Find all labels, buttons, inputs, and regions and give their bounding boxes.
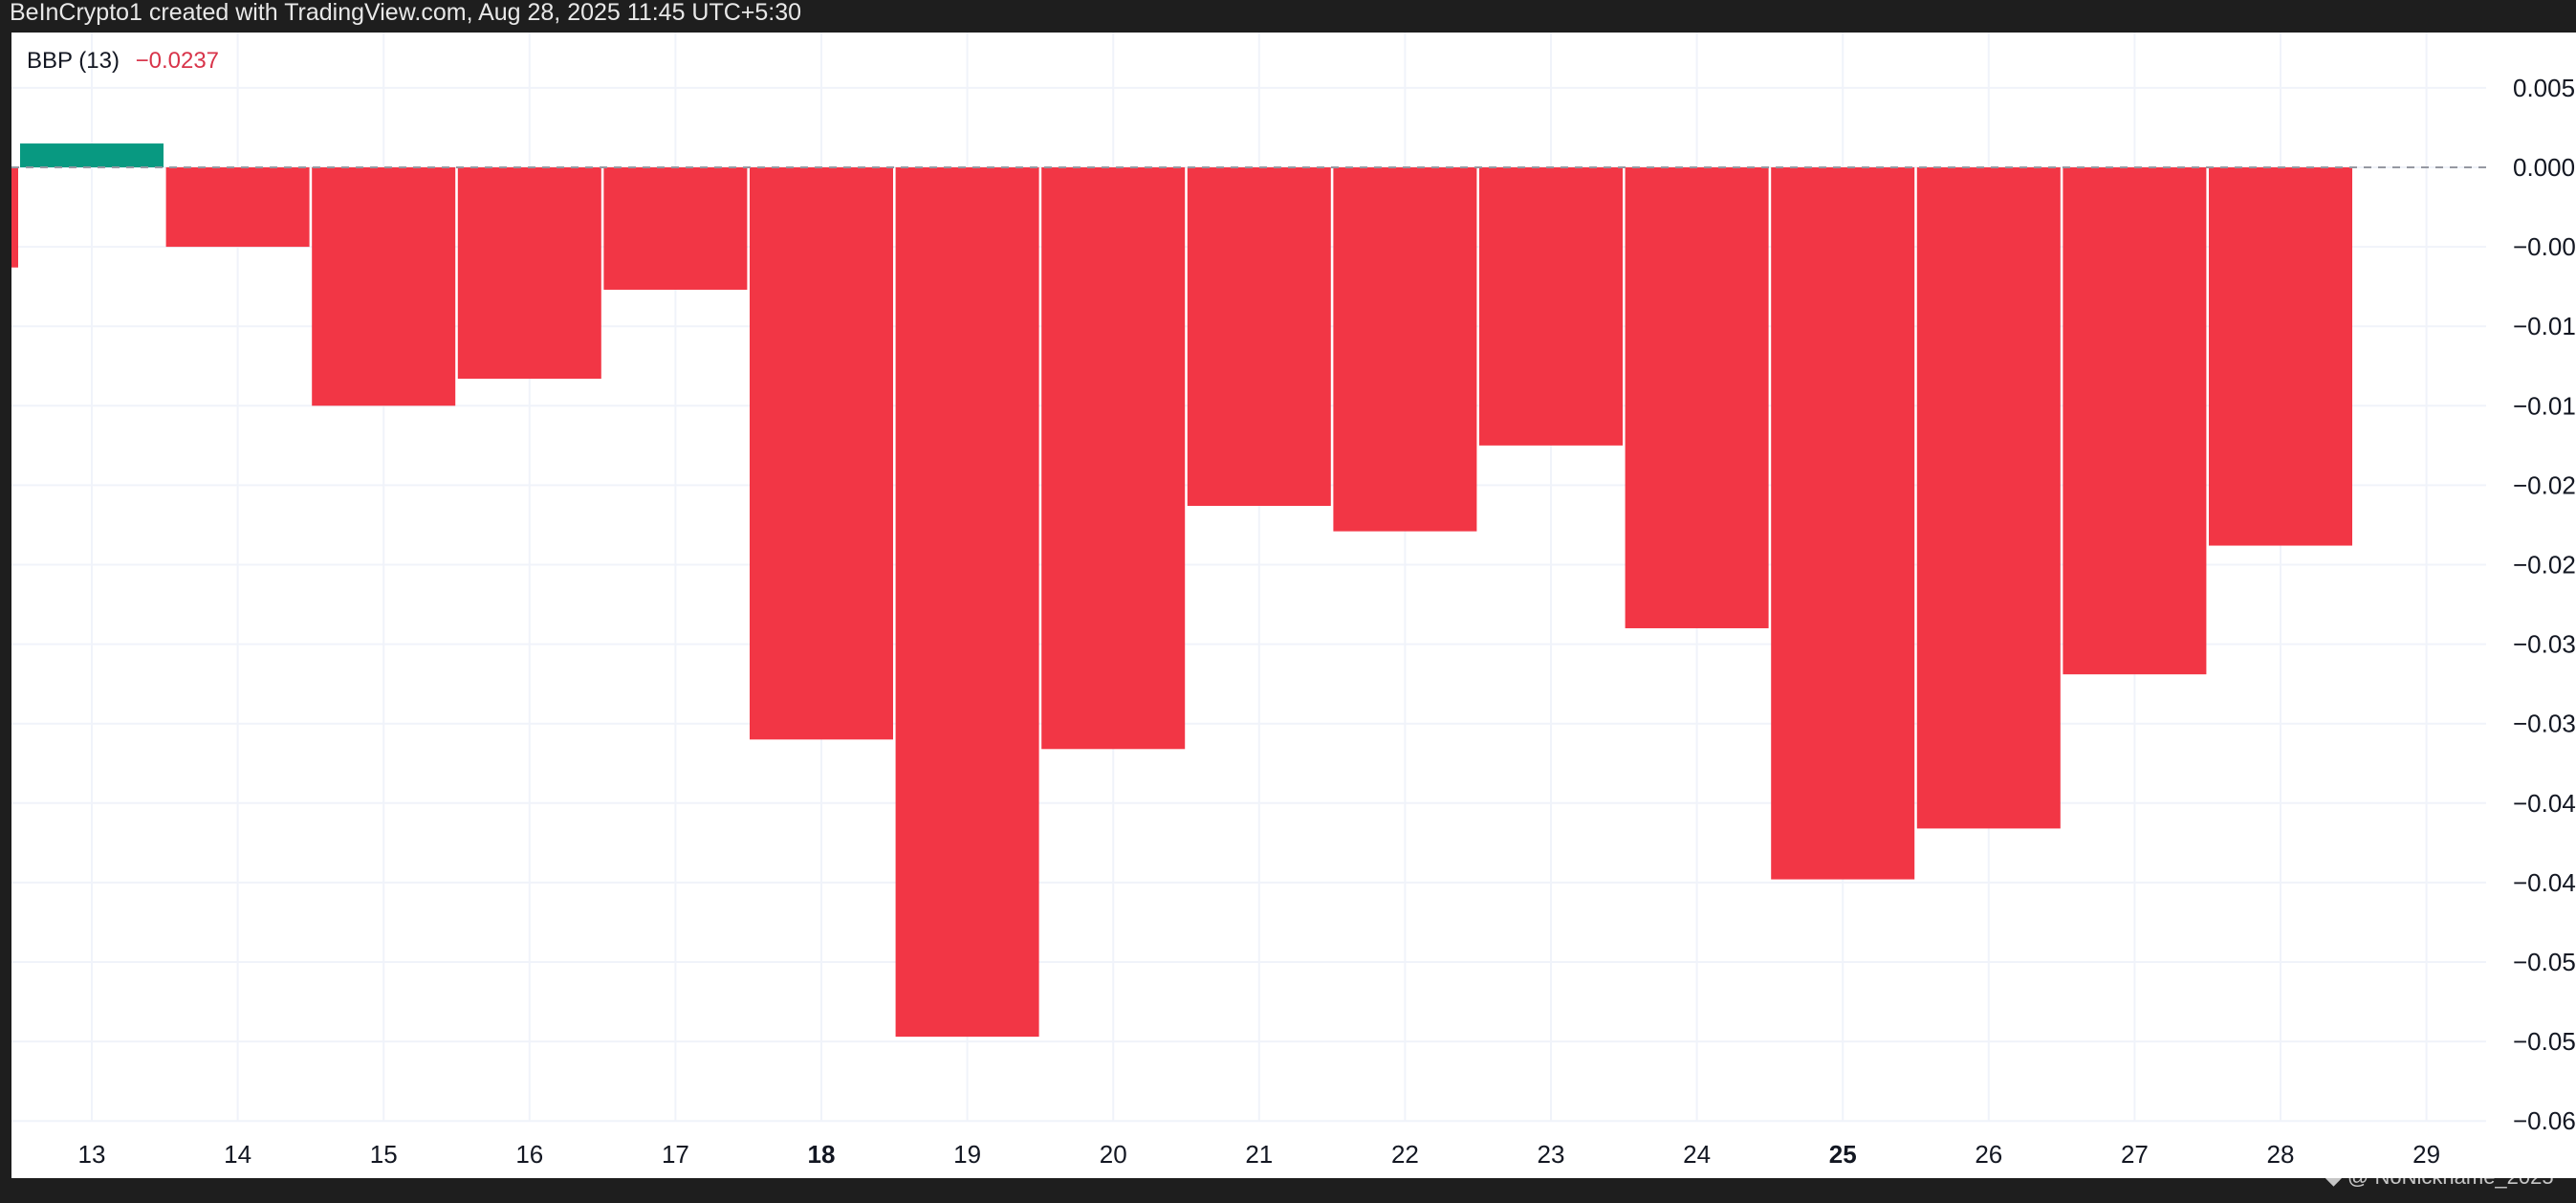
tradingview-logo-icon: ◆ [2325, 1165, 2342, 1189]
y-tick-label: 0.0000 [2513, 153, 2576, 182]
y-tick-label: −0.04 [2513, 868, 2576, 897]
y-tick-label: −0.030 [2513, 630, 2576, 659]
bar-20 [1041, 167, 1186, 750]
bar-23 [1479, 167, 1623, 446]
bar-14 [165, 167, 310, 248]
bar-13 [20, 143, 164, 167]
x-tick-label: 24 [1683, 1140, 1711, 1169]
bar-17 [603, 167, 748, 290]
indicator-name: BBP (13) [27, 48, 120, 74]
x-tick-label: 28 [2267, 1140, 2295, 1169]
bottom-bar [0, 1178, 2576, 1203]
histogram-bars [11, 143, 2352, 1038]
x-tick-label: 17 [662, 1140, 689, 1169]
x-tick-label: 13 [78, 1140, 106, 1169]
x-axis-labels: 13 14 15 16 17 18 19 20 21 22 23 24 25 26 27 28 29 [78, 1140, 2441, 1169]
x-tick-label: 20 [1100, 1140, 1127, 1169]
watermark: ◆ @ NoNickname_2025 [2325, 1165, 2554, 1190]
x-tick-label: 15 [370, 1140, 398, 1169]
x-tick-label: 26 [1975, 1140, 2002, 1169]
y-tick-label: −0.01 [2513, 391, 2576, 420]
bar-26 [1916, 167, 2061, 829]
y-tick-label: −0.00 [2513, 232, 2576, 261]
bar-19 [895, 167, 1039, 1038]
bar-24 [1625, 167, 1769, 628]
watermark-text: @ NoNickname_2025 [2347, 1165, 2554, 1189]
x-tick-label: 22 [1391, 1140, 1419, 1169]
x-tick-label: 18 [808, 1140, 836, 1169]
y-tick-label: −0.02 [2513, 551, 2576, 580]
bar-25 [1771, 167, 1915, 880]
y-tick-label: −0.040 [2513, 789, 2576, 818]
x-tick-label: 19 [953, 1140, 981, 1169]
x-tick-label: 14 [224, 1140, 251, 1169]
x-tick-label: 27 [2121, 1140, 2149, 1169]
bar-28 [2209, 167, 2352, 546]
y-tick-label: −0.05 [2513, 1027, 2576, 1056]
y-tick-label: −0.050 [2513, 948, 2576, 976]
bar-22 [1333, 167, 1477, 532]
y-tick-label: −0.03 [2513, 710, 2576, 738]
x-tick-label: 25 [1829, 1140, 1857, 1169]
bar-21 [1187, 167, 1331, 507]
bar-partial [11, 167, 18, 268]
chart-caption: BeInCrypto1 created with TradingView.com… [0, 0, 2576, 33]
x-tick-label: 29 [2412, 1140, 2440, 1169]
indicator-value: −0.0237 [135, 48, 220, 74]
y-tick-label: −0.010 [2513, 312, 2576, 340]
indicator-legend[interactable]: BBP (13) −0.0237 [27, 48, 219, 75]
x-tick-label: 21 [1245, 1140, 1273, 1169]
bar-15 [312, 167, 456, 406]
x-tick-label: 16 [515, 1140, 543, 1169]
y-tick-label: −0.020 [2513, 470, 2576, 499]
bar-27 [2063, 167, 2207, 675]
y-tick-label: −0.060 [2513, 1106, 2576, 1135]
bar-18 [750, 167, 893, 740]
bar-16 [457, 167, 601, 380]
x-tick-label: 23 [1538, 1140, 1565, 1169]
